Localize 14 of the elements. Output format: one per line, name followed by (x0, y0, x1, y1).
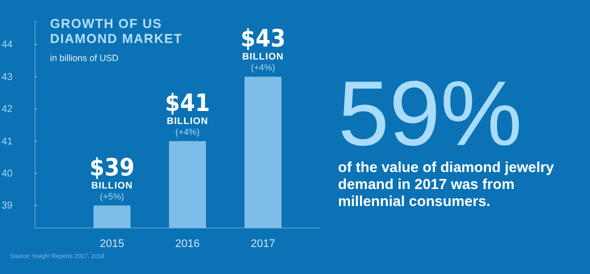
chart-title: GROWTH OF US DIAMOND MARKET (50, 16, 183, 46)
data-label: $43 BILLION (+4%) (240, 24, 286, 73)
x-tick-label: 2015 (100, 238, 124, 250)
x-tick-label: 2016 (175, 238, 200, 250)
y-tick-label: 43 (1, 72, 13, 83)
data-label: $41 BILLION (+4%) (164, 89, 210, 138)
x-tick-label: 2017 (250, 238, 276, 250)
y-tick-label: 40 (1, 168, 13, 180)
y-tick-label: 42 (1, 104, 13, 116)
y-tick-label: 41 (1, 136, 13, 148)
data-label: $39 BILLION (+5%) (89, 153, 135, 202)
y-tick-label: 44 (1, 40, 13, 51)
text: in billions of USD (50, 53, 120, 63)
y-tick-label: 39 (1, 200, 13, 212)
